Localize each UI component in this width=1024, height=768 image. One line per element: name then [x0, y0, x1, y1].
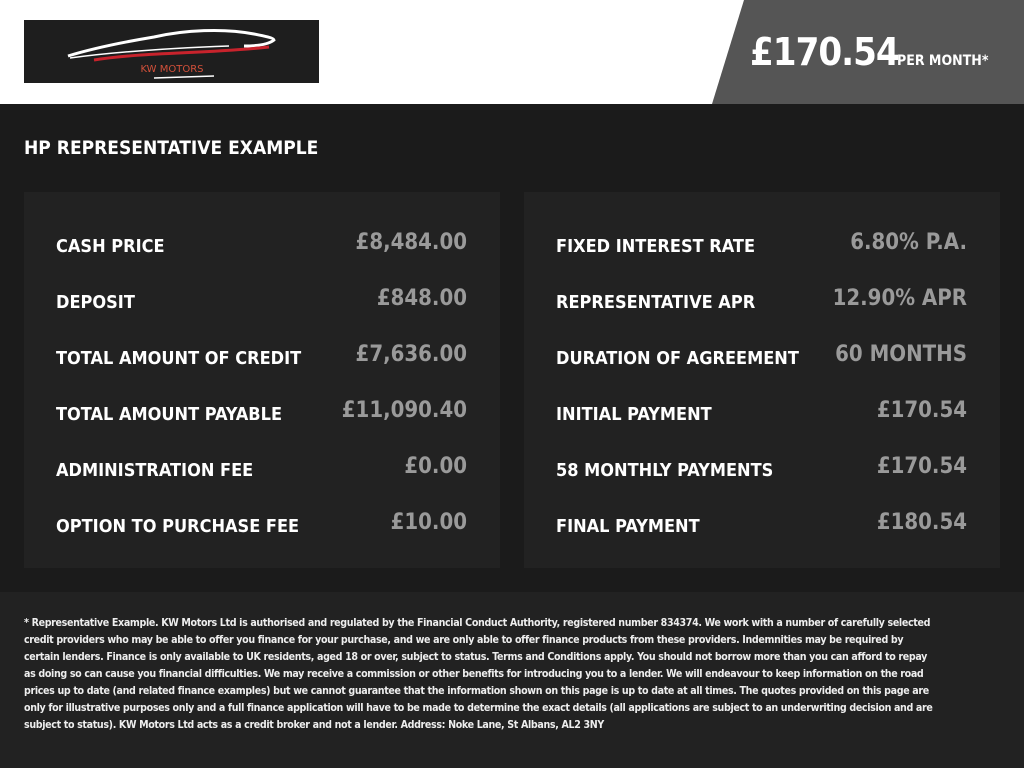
kw-motors-logo: KW MOTORS — [24, 20, 319, 83]
finance-row: CASH PRICE £8,484.00 — [56, 230, 467, 260]
finance-row: TOTAL AMOUNT OF CREDIT £7,636.00 — [56, 342, 467, 372]
finance-row: ADMINISTRATION FEE £0.00 — [56, 454, 467, 484]
finance-row: REPRESENTATIVE APR 12.90% APR — [556, 286, 967, 316]
row-value: 6.80% P.A. — [850, 230, 967, 255]
per-month-label: PER MONTH* — [897, 53, 989, 69]
finance-panel-left: CASH PRICE £8,484.00 DEPOSIT £848.00 TOTAL… — [24, 192, 500, 568]
row-label: OPTION TO PURCHASE FEE — [56, 516, 300, 537]
row-label: TOTAL AMOUNT PAYABLE — [56, 404, 283, 425]
finance-row: INITIAL PAYMENT £170.54 — [556, 398, 967, 428]
row-label: 58 MONTHLY PAYMENTS — [556, 460, 774, 481]
row-value: £848.00 — [376, 286, 467, 311]
row-value: 60 MONTHS — [835, 342, 967, 367]
row-label: DEPOSIT — [56, 292, 135, 313]
finance-row: FINAL PAYMENT £180.54 — [556, 510, 967, 540]
row-value: £0.00 — [404, 454, 467, 479]
row-label: REPRESENTATIVE APR — [556, 292, 756, 313]
row-label: TOTAL AMOUNT OF CREDIT — [56, 348, 302, 369]
logo-text: KW MOTORS — [140, 64, 203, 75]
row-value: 12.90% APR — [832, 286, 967, 311]
car-silhouette-icon: KW MOTORS — [67, 28, 276, 79]
price-banner — [712, 0, 1024, 104]
row-value: £10.00 — [390, 510, 467, 535]
row-value: £7,636.00 — [355, 342, 467, 367]
row-label: ADMINISTRATION FEE — [56, 460, 254, 481]
row-value: £8,484.00 — [355, 230, 467, 255]
finance-row: OPTION TO PURCHASE FEE £10.00 — [56, 510, 467, 540]
row-label: DURATION OF AGREEMENT — [556, 348, 799, 369]
finance-panel-right: FIXED INTEREST RATE 6.80% P.A. REPRESENTA… — [524, 192, 1000, 568]
row-value: £180.54 — [876, 510, 967, 535]
section-title: HP REPRESENTATIVE EXAMPLE — [24, 137, 319, 159]
monthly-price: £170.54 — [750, 30, 900, 74]
row-value: £170.54 — [876, 398, 967, 423]
footer — [0, 592, 1024, 768]
row-label: CASH PRICE — [56, 236, 165, 257]
row-label: FIXED INTEREST RATE — [556, 236, 756, 257]
row-label: INITIAL PAYMENT — [556, 404, 712, 425]
finance-row: FIXED INTEREST RATE 6.80% P.A. — [556, 230, 967, 260]
finance-row: DEPOSIT £848.00 — [56, 286, 467, 316]
row-label: FINAL PAYMENT — [556, 516, 700, 537]
finance-row: TOTAL AMOUNT PAYABLE £11,090.40 — [56, 398, 467, 428]
finance-row: 58 MONTHLY PAYMENTS £170.54 — [556, 454, 967, 484]
row-value: £170.54 — [876, 454, 967, 479]
disclaimer-text: * Representative Example. KW Motors Ltd … — [24, 617, 933, 731]
row-value: £11,090.40 — [341, 398, 467, 423]
finance-row: DURATION OF AGREEMENT 60 MONTHS — [556, 342, 967, 372]
